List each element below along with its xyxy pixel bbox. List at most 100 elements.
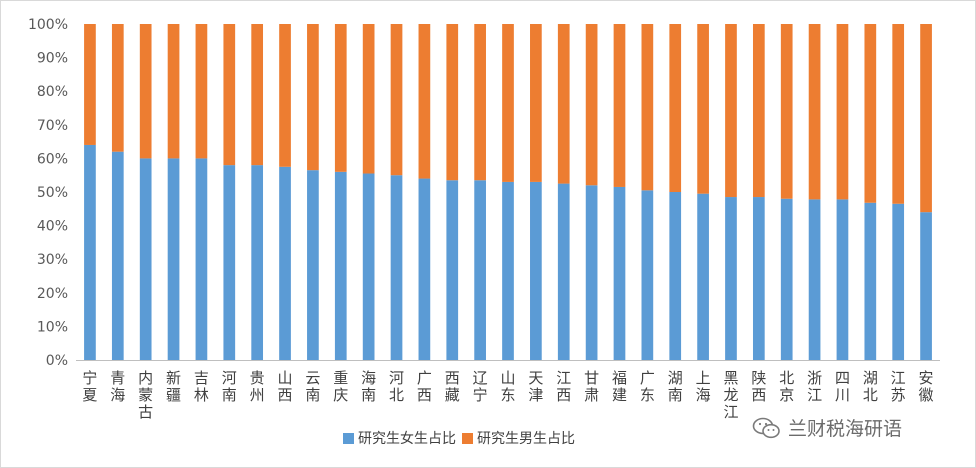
x-tick-label: 上海: [696, 369, 711, 404]
x-tick-label: 陕西: [751, 369, 766, 404]
x-tick-label: 四川: [835, 369, 850, 404]
bar-segment-female: [334, 171, 347, 360]
bar-segment-male: [279, 24, 291, 167]
x-tick-label: 山东: [500, 369, 515, 404]
bar-segment-male: [920, 24, 932, 213]
bar-segment-male: [223, 24, 236, 166]
bar-segment-female: [418, 178, 431, 360]
bar-segment-male: [892, 24, 905, 204]
bar-segment-female: [613, 186, 626, 360]
bar-segment-female: [920, 212, 932, 360]
bar-segment-female: [474, 180, 486, 360]
bar-segment-male: [752, 24, 765, 198]
bar-segment-male: [84, 24, 96, 145]
legend: 研究生女生占比 研究生男生占比: [343, 428, 575, 448]
bar-segment-male: [808, 24, 821, 200]
bar-segment-female: [251, 165, 264, 360]
bar-segment-female: [84, 144, 96, 360]
bar-segment-male: [613, 24, 626, 187]
legend-label-male: 研究生男生占比: [477, 431, 575, 447]
bar-segment-male: [334, 24, 347, 172]
bar-segment-male: [585, 24, 598, 186]
bar-segment-male: [557, 24, 570, 184]
watermark-text: 兰财税海研语: [788, 418, 903, 440]
y-tick-label: 100%: [28, 17, 68, 33]
x-tick-label: 贵州: [250, 369, 265, 404]
legend-label-female: 研究生女生占比: [358, 431, 456, 447]
bar-segment-female: [139, 158, 152, 360]
bar-segment-female: [557, 183, 570, 360]
bar-segment-female: [808, 199, 821, 360]
bar-segment-female: [362, 173, 375, 360]
x-tick-label: 天津: [528, 369, 543, 404]
bar-segment-male: [474, 24, 486, 181]
bar-segment-male: [307, 24, 319, 171]
bar-segment-male: [390, 24, 403, 176]
x-tick-label: 海南: [361, 369, 376, 404]
bar-segment-male: [669, 24, 682, 192]
bar-segment-male: [362, 24, 375, 174]
bar-segment-male: [864, 24, 877, 203]
bar-segment-female: [836, 199, 849, 360]
bar-segment-male: [641, 24, 654, 191]
bar-segment-male: [697, 24, 709, 194]
x-tick-label: 西藏: [445, 369, 460, 404]
bar-segment-male: [780, 24, 793, 199]
y-tick-label: 20%: [37, 286, 68, 302]
x-tick-label: 河北: [389, 369, 404, 404]
y-tick-label: 80%: [37, 84, 68, 100]
bar-segment-female: [279, 166, 291, 360]
x-tick-label: 云南: [305, 369, 320, 404]
legend-item-female: 研究生女生占比: [343, 428, 456, 448]
x-tick-label: 江苏: [891, 369, 906, 404]
x-tick-label: 河南: [222, 369, 237, 404]
bar-segment-female: [725, 197, 737, 360]
x-tick-label: 浙江: [807, 369, 822, 404]
bar-segment-female: [195, 158, 208, 360]
x-tick-label: 福建: [612, 369, 627, 404]
bar-segment-female: [585, 185, 598, 360]
legend-swatch-male: [462, 432, 473, 444]
y-tick-label: 0%: [46, 353, 68, 369]
bar-segment-female: [307, 170, 319, 360]
x-tick-label: 内蒙古: [138, 369, 153, 421]
bar-segment-male: [530, 24, 542, 182]
x-tick-label: 江西: [556, 369, 571, 404]
legend-item-male: 研究生男生占比: [462, 428, 575, 448]
bar-segment-female: [502, 181, 514, 360]
bar-segment-male: [418, 24, 431, 179]
bar-segment-female: [167, 158, 180, 360]
bar-segment-female: [669, 192, 682, 360]
y-tick-label: 90%: [37, 51, 68, 67]
bar-segment-male: [502, 24, 514, 182]
bar-segment-male: [167, 24, 180, 159]
x-tick-label: 安徽: [919, 369, 934, 404]
y-tick-label: 50%: [37, 185, 68, 201]
bar-segment-female: [530, 181, 542, 360]
bar-segment-female: [892, 203, 905, 360]
watermark: 兰财税海研语: [752, 414, 902, 441]
bar-segment-male: [446, 24, 459, 181]
wechat-icon: [752, 417, 780, 438]
y-tick-label: 10%: [37, 319, 68, 335]
x-tick-label: 北京: [779, 369, 794, 404]
x-tick-label: 宁夏: [82, 369, 97, 404]
bar-segment-female: [446, 180, 459, 360]
y-tick-label: 30%: [37, 252, 68, 268]
legend-swatch-female: [343, 432, 354, 444]
bar-segment-female: [641, 190, 654, 360]
y-tick-label: 70%: [37, 118, 68, 134]
bar-segment-female: [390, 175, 403, 360]
bar-segment-male: [836, 24, 849, 200]
bar-segment-male: [725, 24, 737, 198]
x-tick-label: 甘肃: [584, 369, 599, 404]
x-tick-label: 重庆: [333, 369, 348, 404]
x-tick-label: 广东: [640, 369, 655, 404]
bar-segment-female: [697, 193, 709, 360]
x-tick-label: 青海: [110, 369, 125, 404]
bar-segment-male: [251, 24, 264, 166]
x-tick-label: 吉林: [194, 369, 209, 404]
x-tick-label: 新疆: [166, 369, 181, 404]
bar-segment-female: [223, 165, 236, 360]
